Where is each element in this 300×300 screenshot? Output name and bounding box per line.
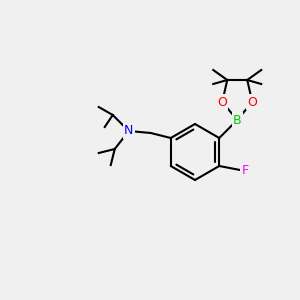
Text: O: O — [247, 95, 257, 109]
Text: B: B — [233, 113, 242, 127]
Text: F: F — [242, 164, 249, 178]
Text: N: N — [124, 124, 134, 137]
Text: O: O — [217, 95, 227, 109]
